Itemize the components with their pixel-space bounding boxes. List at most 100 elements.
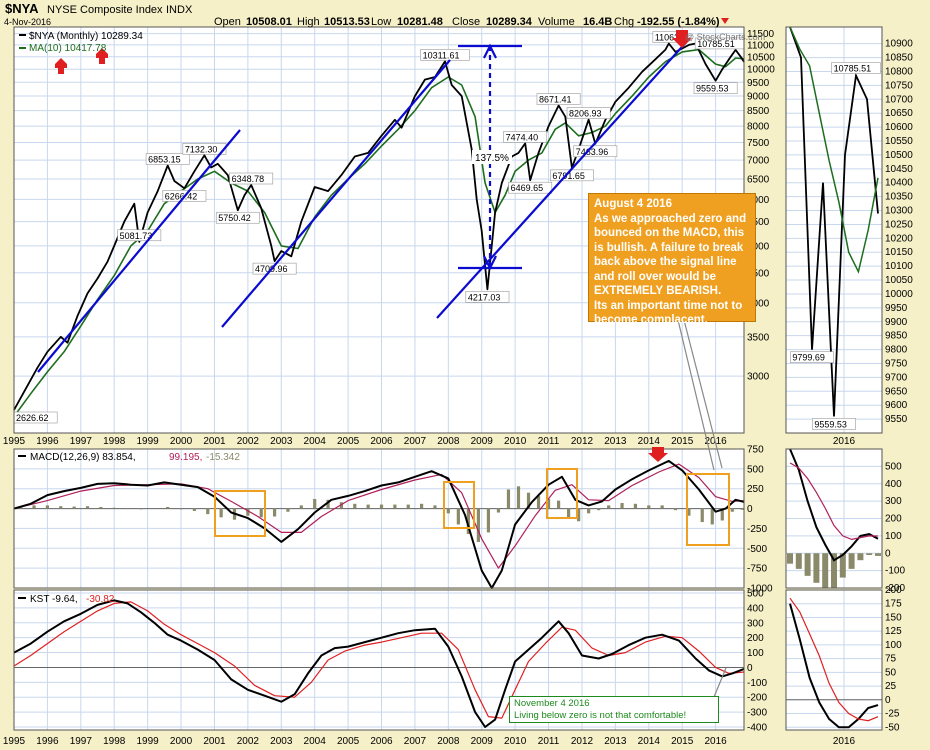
macd-histogram-bar	[566, 508, 571, 518]
macd-histogram-bar	[246, 508, 250, 516]
price-label-box	[693, 82, 738, 94]
inset-y-tick-label: 9800	[885, 345, 908, 356]
x-tick-label: 2009	[471, 736, 494, 747]
macd-histogram-bar	[139, 508, 143, 510]
y-tick-label: -100	[747, 678, 767, 689]
y-tick-label: 250	[747, 484, 764, 495]
price-label: 6469.65	[511, 183, 544, 193]
macd-histogram-bar	[433, 505, 437, 509]
inset-price-label-box	[790, 351, 834, 363]
legend-macd-signal: 99.195,	[169, 452, 202, 463]
inset-y-tick-label: 0	[885, 548, 891, 559]
x-tick-label: 2000	[170, 736, 193, 747]
macd-histogram-bar	[366, 504, 370, 509]
x-tick-label: 2012	[571, 436, 594, 447]
macd-histogram-bar	[152, 508, 156, 509]
price-label: 6791.65	[552, 171, 585, 181]
macd-histogram-bar	[620, 503, 624, 509]
price-label-box	[573, 145, 618, 158]
macd-histogram-bar	[192, 508, 197, 511]
inset-y-tick-label: 200	[885, 514, 902, 525]
kst-line	[13, 599, 745, 728]
x-tick-label: 1998	[103, 736, 126, 747]
inset-y-tick-label: 10200	[885, 233, 913, 244]
open-value: 10508.01	[246, 16, 292, 28]
y-tick-label: 9000	[747, 92, 770, 103]
macd-histogram-bar	[393, 504, 397, 509]
inset-y-tick-label: 175	[885, 599, 902, 610]
inset-macd-histogram-bar	[822, 553, 829, 588]
red-arrows	[55, 30, 692, 462]
x-tick-label: 2006	[370, 736, 393, 747]
arrow-down-icon	[648, 447, 668, 462]
panel-border	[13, 589, 745, 731]
inset-price-label: 9799.69	[792, 353, 825, 363]
inset-y-tick-label: -100	[885, 566, 905, 577]
august-annotation: August 4 2016 As we approached zero and …	[588, 193, 756, 326]
inset-y-tick-label: 500	[885, 461, 902, 472]
august-line: become complacent.	[594, 314, 708, 326]
y-tick-label: -400	[747, 723, 767, 734]
inset-y-tick-label: 400	[885, 479, 902, 490]
inset-y-tick-label: 9950	[885, 303, 908, 314]
august-line: As we approached zero and	[594, 212, 747, 225]
inset-y-tick-label: 10050	[885, 275, 913, 286]
price-label-box	[508, 181, 553, 194]
macd-histogram-bar	[700, 508, 704, 523]
price-label: 8206.93	[569, 109, 602, 119]
arrow-down-icon	[672, 30, 692, 48]
x-tick-label: 2013	[604, 736, 627, 747]
y-tick-label: 0	[747, 663, 753, 674]
price-label: 5081.73	[120, 231, 153, 241]
macd-panel	[14, 449, 744, 588]
percent-label-bg	[472, 150, 512, 164]
november-line: Living below zero is not that comfortabl…	[514, 710, 687, 721]
inset-y-tick-label: 10450	[885, 164, 913, 175]
inset-y-tick-label: 9850	[885, 331, 908, 342]
macd-histogram-bar	[607, 505, 611, 509]
inset-y-tick-label: 10850	[885, 53, 913, 64]
price-label-box	[420, 49, 470, 61]
macd-histogram-bar	[406, 504, 410, 509]
x-tick-label: 2002	[237, 436, 260, 447]
inset-y-tick-label: 10150	[885, 247, 913, 258]
macd-histogram-bar	[286, 508, 290, 512]
ma-line	[13, 48, 745, 417]
macd-histogram-bar	[206, 508, 210, 515]
price-label: 9559.53	[696, 84, 729, 94]
price-label: 5750.42	[218, 213, 251, 223]
x-tick-label: 1997	[70, 736, 93, 747]
inset-macd-histogram-bar	[831, 553, 837, 588]
inset-y-tick-label: 0	[885, 695, 891, 706]
inset-price-label: 9559.53	[814, 419, 847, 429]
inset-y-tick-label: 100	[885, 640, 902, 651]
y-tick-label: 4000	[747, 298, 770, 309]
arrow-up-icon	[55, 58, 67, 74]
x-tick-label: 2005	[337, 436, 360, 447]
y-tick-label: 6500	[747, 175, 770, 186]
x-tick-label: 2012	[571, 736, 594, 747]
inset-y-tick-label: 150	[885, 612, 902, 623]
inset-macd-signal-line	[789, 462, 879, 541]
november-pointer	[713, 667, 727, 698]
x-tick-label: 1999	[137, 736, 160, 747]
inset-y-tick-label: 100	[885, 531, 902, 542]
macd-histogram-bar	[710, 508, 714, 525]
inset-y-tick-label: -25	[885, 709, 900, 720]
macd-histogram-bar	[125, 508, 130, 510]
macd-histogram-bar	[516, 486, 521, 509]
x-tick-label: 1995	[3, 736, 26, 747]
inset-y-tick-label: 9600	[885, 400, 908, 411]
x-tick-label: 2001	[203, 736, 226, 747]
symbol: $NYA	[5, 1, 39, 16]
inset-y-tick-label: 9750	[885, 358, 908, 369]
macd-histogram-bar	[687, 508, 691, 516]
inset-price-label: 10785.51	[834, 64, 872, 74]
trendlines	[37, 37, 691, 373]
y-tick-label: -1000	[747, 584, 773, 595]
trendline-2009	[436, 37, 691, 319]
macd-histogram-bar	[419, 503, 424, 509]
y-tick-label: 500	[747, 588, 764, 599]
x-tick-label: 2004	[304, 736, 327, 747]
